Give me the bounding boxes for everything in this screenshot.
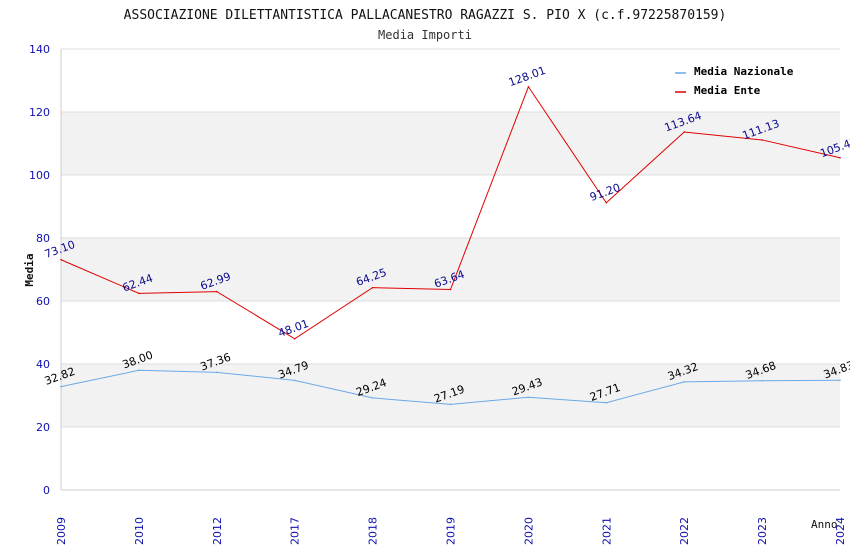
y-tick-label: 20 <box>36 421 50 434</box>
x-tick-labels: 2009 2010 2012 2017 2018 2019 2020 2021 2022 2023… <box>55 517 847 545</box>
data-point <box>293 379 296 382</box>
x-tick-label: 2022 <box>678 517 691 545</box>
x-tick-label: 2009 <box>55 517 68 545</box>
chart-title: ASSOCIAZIONE DILETTANTISTICA PALLACANEST… <box>124 8 727 23</box>
data-point <box>449 403 452 406</box>
data-point <box>527 85 530 88</box>
y-tick-label: 100 <box>29 169 50 182</box>
data-point <box>761 379 763 382</box>
x-tick-label: 2018 <box>367 517 380 545</box>
y-tick-label: 0 <box>43 484 50 497</box>
series-group <box>60 85 841 406</box>
data-point <box>371 286 374 289</box>
y-tick-label: 140 <box>29 43 50 56</box>
x-axis-label: Anno <box>811 518 838 531</box>
x-tick-label: 2017 <box>289 517 302 545</box>
data-point <box>683 131 685 133</box>
y-tick-label: 120 <box>29 106 50 119</box>
x-tick-label: 2019 <box>445 517 458 545</box>
data-label: 128.01 <box>507 64 548 89</box>
y-tick-label: 60 <box>36 295 50 308</box>
y-tick-label: 40 <box>36 358 50 371</box>
legend: Media Nazionale Media Ente <box>675 65 794 97</box>
plot-bands <box>61 112 840 427</box>
data-point <box>371 397 374 399</box>
data-point <box>138 292 140 295</box>
x-tick-label: 2010 <box>133 517 146 545</box>
data-point <box>216 290 218 293</box>
x-tick-label: 2023 <box>756 517 769 545</box>
data-point <box>527 396 530 399</box>
data-label: 48.01 <box>276 317 310 340</box>
legend-label-media-ente: Media Ente <box>694 84 761 97</box>
legend-label-media-nazionale: Media Nazionale <box>694 65 794 78</box>
data-point <box>293 337 296 340</box>
chart-subtitle: Media Importi <box>378 28 472 42</box>
plot-band <box>61 238 840 301</box>
y-tick-label: 80 <box>36 232 50 245</box>
plot-band <box>61 112 840 175</box>
data-point <box>605 401 608 404</box>
x-tick-label: 2021 <box>600 517 613 545</box>
x-tick-label: 2012 <box>211 517 224 545</box>
data-point <box>683 381 685 383</box>
x-tick-label: 2020 <box>522 517 535 545</box>
data-point <box>60 385 62 388</box>
data-point <box>839 379 841 382</box>
y-tick-labels: 0 20 40 60 80 100 120 140 <box>29 43 50 497</box>
y-axis-label: Media <box>23 253 36 286</box>
data-point <box>216 371 218 374</box>
x-tick-label: 2024 <box>834 517 847 545</box>
data-point <box>60 258 62 261</box>
data-point <box>761 139 763 141</box>
plot-band <box>61 364 840 427</box>
data-point <box>449 288 452 291</box>
data-point <box>605 201 608 204</box>
data-point <box>839 156 841 159</box>
data-point <box>138 369 140 372</box>
axes <box>60 49 840 491</box>
